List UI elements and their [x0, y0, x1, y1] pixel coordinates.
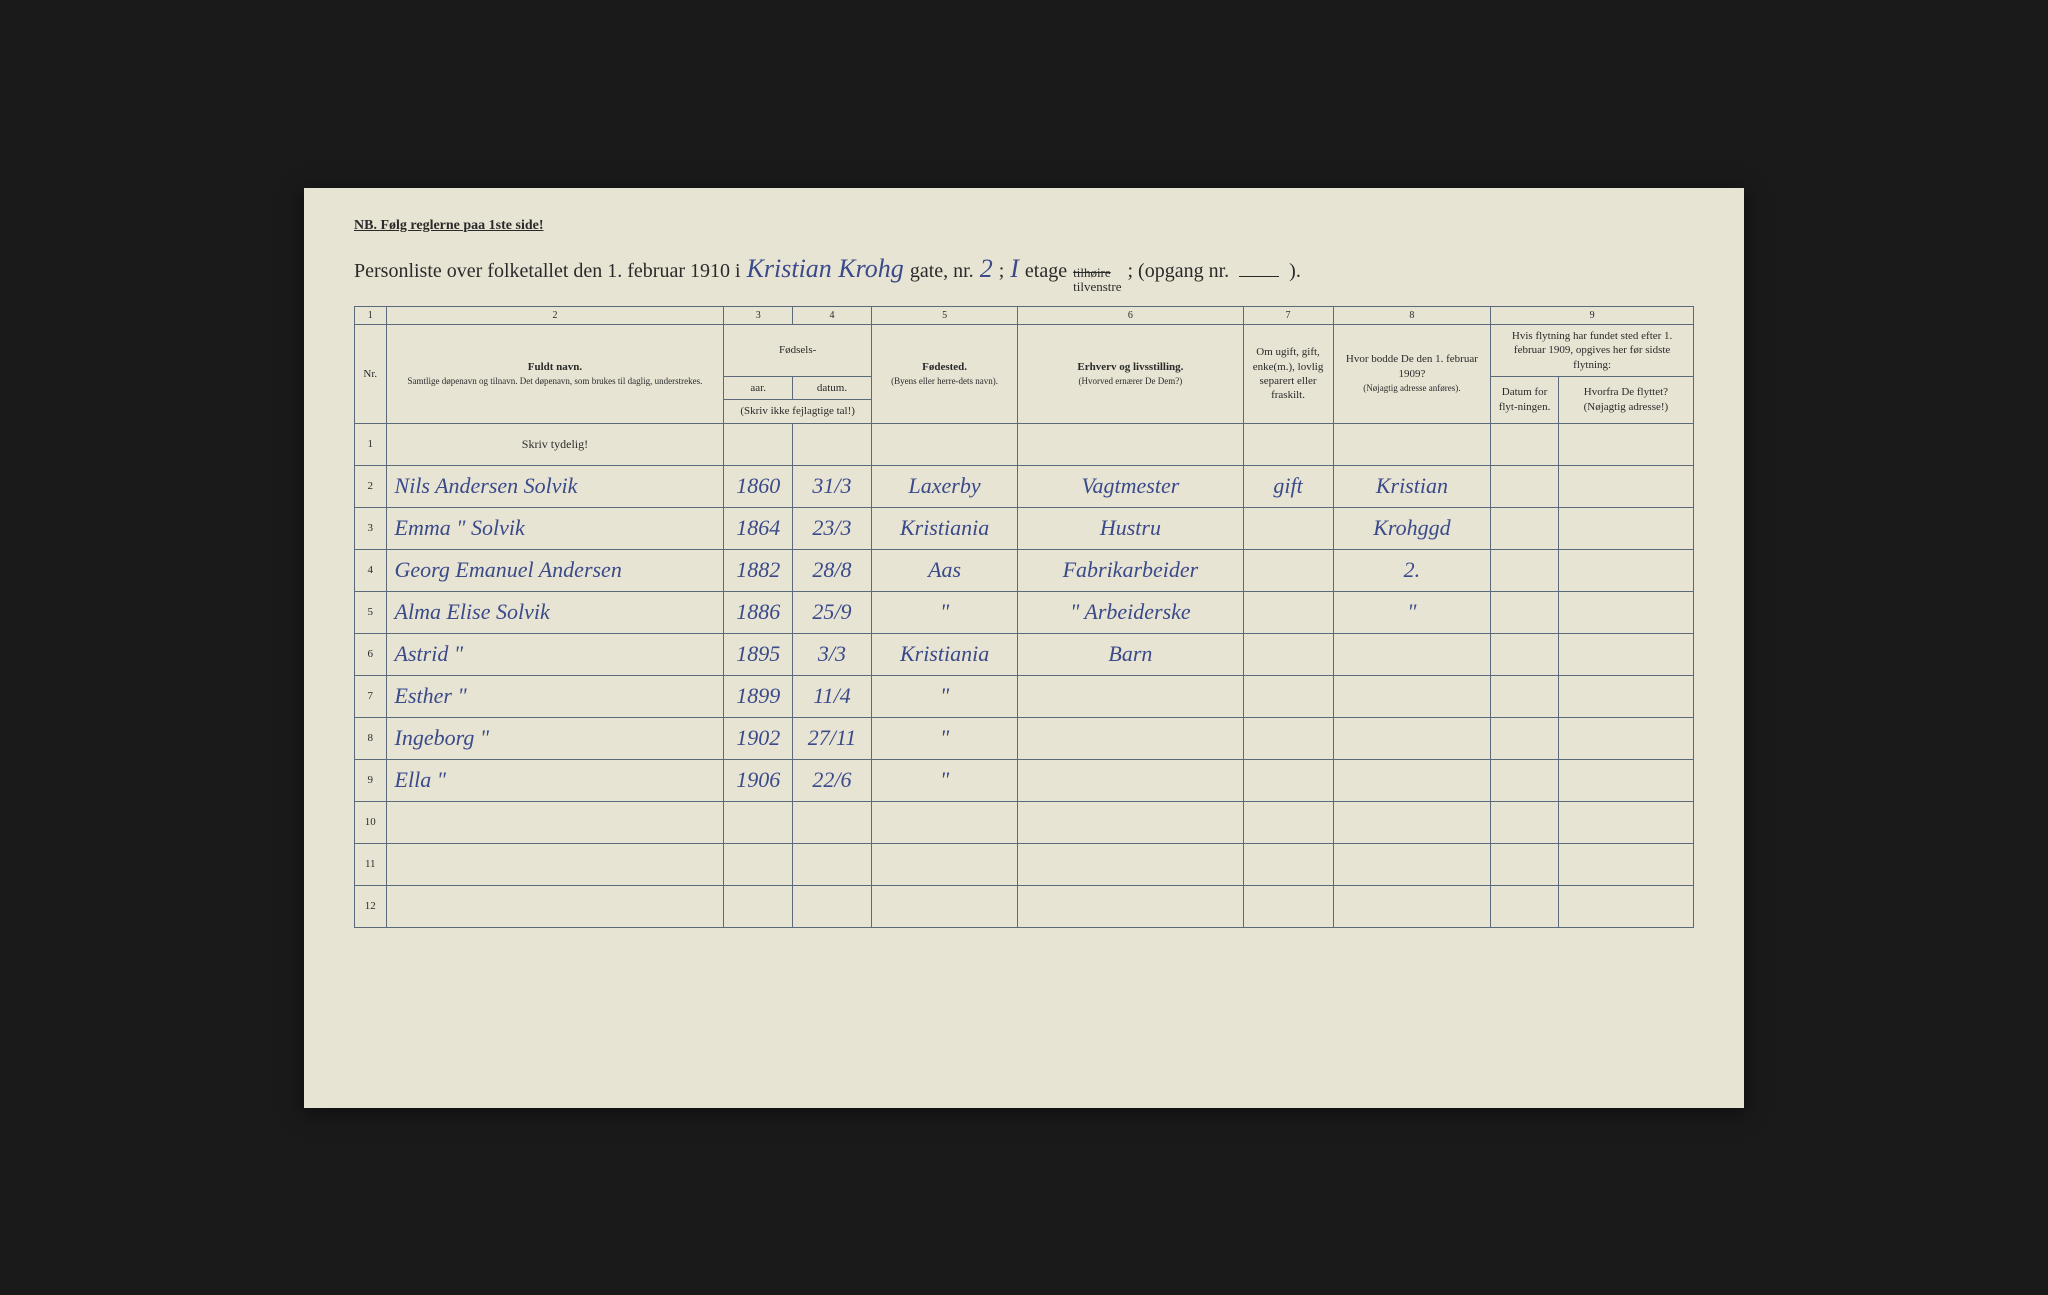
- row-num: 6: [355, 633, 387, 675]
- nr-header: Nr.: [355, 325, 387, 423]
- opgang-blank: [1239, 276, 1279, 277]
- col-num-3: 3: [724, 307, 793, 325]
- table-row: 12: [355, 885, 1694, 927]
- col-num-4: 4: [793, 307, 872, 325]
- name-cell: Emma " Solvik: [386, 507, 724, 549]
- row-num: 2: [355, 465, 387, 507]
- col-num-8: 8: [1333, 307, 1491, 325]
- title-prefix: Personliste over folketallet den 1. febr…: [354, 260, 741, 283]
- name-cell: Esther ": [386, 675, 724, 717]
- name-cell: [386, 843, 724, 885]
- header-notice: NB. Følg reglerne paa 1ste side!: [354, 218, 1694, 234]
- name-cell: Georg Emanuel Andersen: [386, 549, 724, 591]
- table-row: 8 Ingeborg " 1902 27/11 ": [355, 717, 1694, 759]
- table-row: 5 Alma Elise Solvik 1886 25/9 " " Arbeid…: [355, 591, 1694, 633]
- col-num-6: 6: [1018, 307, 1243, 325]
- col-num-5: 5: [871, 307, 1017, 325]
- side-label: tilhøire tilvenstre: [1073, 266, 1121, 295]
- row-num: 10: [355, 801, 387, 843]
- date-header: datum.: [793, 376, 872, 399]
- table-row: 1 Skriv tydelig!: [355, 423, 1694, 465]
- table-row: 10: [355, 801, 1694, 843]
- move-date-header: Datum for flyt-ningen.: [1491, 376, 1559, 423]
- name-cell: Ella ": [386, 759, 724, 801]
- header-row-1: Nr. Fuldt navn. Samtlige døpenavn og til…: [355, 325, 1694, 377]
- year-header: aar.: [724, 376, 793, 399]
- table-row: 6 Astrid " 1895 3/3 Kristiania Barn: [355, 633, 1694, 675]
- floor-prefix: ;: [999, 260, 1005, 283]
- census-document: NB. Følg reglerne paa 1ste side! Personl…: [304, 188, 1744, 1108]
- name-cell: Alma Elise Solvik: [386, 591, 724, 633]
- census-table: 1 2 3 4 5 6 7 8 9 Nr. Fuldt navn. Samtli…: [354, 306, 1694, 927]
- row-num: 11: [355, 843, 387, 885]
- table-body: 1 Skriv tydelig! 2 Nils Andersen Solvik …: [355, 423, 1694, 927]
- gate-label: gate, nr.: [910, 260, 974, 283]
- etage-label: etage: [1025, 260, 1067, 283]
- row-num: 9: [355, 759, 387, 801]
- moved-header: Hvis flytning har fundet sted efter 1. f…: [1491, 325, 1694, 377]
- table-row: 7 Esther " 1899 11/4 ": [355, 675, 1694, 717]
- title-line: Personliste over folketallet den 1. febr…: [354, 254, 1694, 295]
- col-num-1: 1: [355, 307, 387, 325]
- row-num: 1: [355, 423, 387, 465]
- col-num-9: 9: [1491, 307, 1694, 325]
- table-row: 2 Nils Andersen Solvik 1860 31/3 Laxerby…: [355, 465, 1694, 507]
- street-name: Kristian Krohg: [747, 254, 904, 284]
- col-num-7: 7: [1243, 307, 1333, 325]
- floor-number: I: [1010, 254, 1019, 284]
- move-from-header: Hvorfra De flyttet? (Nøjagtig adresse!): [1558, 376, 1693, 423]
- birthplace-header: Fødested. (Byens eller herre-dets navn).: [871, 325, 1017, 423]
- name-cell: Ingeborg ": [386, 717, 724, 759]
- occupation-header: Erhverv og livsstilling. (Hvorved ernære…: [1018, 325, 1243, 423]
- prev-address-header: Hvor bodde De den 1. februar 1909? (Nøja…: [1333, 325, 1491, 423]
- row-num: 4: [355, 549, 387, 591]
- name-cell: Astrid ": [386, 633, 724, 675]
- name-cell: Nils Andersen Solvik: [386, 465, 724, 507]
- row-num: 8: [355, 717, 387, 759]
- column-number-row: 1 2 3 4 5 6 7 8 9: [355, 307, 1694, 325]
- year-note: (Skriv ikke fejlagtige tal!): [724, 400, 872, 423]
- house-number: 2: [980, 254, 993, 284]
- birth-header: Fødsels-: [724, 325, 872, 377]
- opgang-label: ; (opgang nr.: [1128, 260, 1230, 283]
- table-row: 9 Ella " 1906 22/6 ": [355, 759, 1694, 801]
- table-row: 3 Emma " Solvik 1864 23/3 Kristiania Hus…: [355, 507, 1694, 549]
- name-cell: [386, 801, 724, 843]
- name-cell: [386, 885, 724, 927]
- table-row: 4 Georg Emanuel Andersen 1882 28/8 Aas F…: [355, 549, 1694, 591]
- table-row: 11: [355, 843, 1694, 885]
- col-num-2: 2: [386, 307, 724, 325]
- row-num: 12: [355, 885, 387, 927]
- skriv-tydelig: Skriv tydelig!: [386, 423, 724, 465]
- marital-header: Om ugift, gift, enke(m.), lovlig separer…: [1243, 325, 1333, 423]
- row-num: 7: [355, 675, 387, 717]
- closing: ).: [1289, 260, 1301, 283]
- row-num: 5: [355, 591, 387, 633]
- fullname-header: Fuldt navn. Samtlige døpenavn og tilnavn…: [386, 325, 724, 423]
- row-num: 3: [355, 507, 387, 549]
